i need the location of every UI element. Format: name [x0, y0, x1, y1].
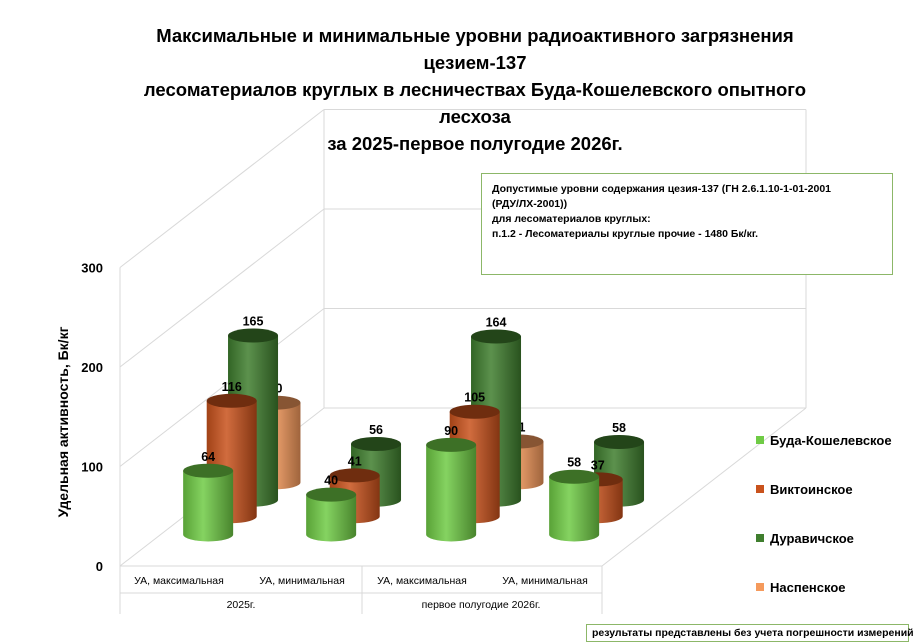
bar-top: [449, 404, 500, 419]
chart-title: Максимальные и минимальные уровни радиоа…: [130, 22, 820, 157]
legend-item: Виктоинское: [756, 481, 892, 497]
legend-swatch: [756, 485, 764, 493]
floor-right-edge: [601, 407, 807, 567]
data-label: 58: [612, 421, 626, 435]
legend-label: Наспенское: [770, 579, 846, 595]
data-label: 40: [324, 474, 338, 488]
data-label: 58: [567, 456, 581, 470]
y-tick-label: 100: [81, 459, 103, 474]
gridline-left: [119, 109, 325, 268]
bar: 90: [426, 424, 477, 542]
data-label: 41: [348, 454, 362, 468]
legend-label: Буда-Кошелевское: [770, 432, 892, 448]
title-line: цезием-137: [423, 52, 527, 73]
bar-top: [206, 393, 257, 408]
data-label: 90: [444, 424, 458, 438]
group-label: первое полугодие 2026г.: [422, 599, 541, 611]
x-tick-label: УА, максимальная: [377, 575, 467, 587]
y-tick-label: 0: [96, 559, 103, 574]
x-tick-label: УА, минимальная: [259, 575, 345, 587]
legend: Буда-Кошелевское Виктоинское Дуравичское…: [756, 432, 892, 628]
bar-top: [594, 434, 645, 449]
y-tick-label: 300: [81, 260, 103, 275]
data-label: 165: [243, 315, 264, 329]
legend-swatch: [756, 583, 764, 591]
legend-label: Дуравичское: [770, 530, 854, 546]
bar-top: [471, 329, 522, 344]
y-axis-title: Удельная активность, Бк/кг: [55, 326, 71, 518]
bar-body: [426, 444, 477, 542]
title-line: Максимальные и минимальные уровни радиоа…: [156, 25, 794, 46]
bar-top: [306, 487, 357, 502]
title-line: лесхоза: [439, 106, 511, 127]
gridline-left: [119, 208, 325, 368]
legend-item: Буда-Кошелевское: [756, 432, 892, 448]
x-tick-label: УА, минимальная: [502, 575, 588, 587]
legend-swatch: [756, 436, 764, 444]
y-tick-label: 200: [81, 360, 103, 375]
title-line: за 2025-первое полугодие 2026г.: [327, 133, 623, 154]
bars: 80411655616458116411053764409058: [183, 315, 645, 542]
legend-label: Виктоинское: [770, 481, 853, 497]
data-label: 56: [369, 423, 383, 437]
bar-top: [426, 437, 477, 452]
bar-top: [183, 463, 234, 478]
norm-line: для лесоматериалов круглых:: [492, 213, 651, 225]
legend-item: Наспенское: [756, 579, 892, 595]
bar: 64: [183, 450, 234, 542]
data-label: 164: [486, 316, 507, 330]
norm-info-box: Допустимые уровни содержания цезия-137 (…: [481, 173, 893, 275]
bar-body: [306, 494, 357, 542]
data-label: 105: [464, 391, 485, 405]
bar-body: [549, 476, 600, 542]
data-label: 64: [201, 450, 215, 464]
x-tick-label: УА, максимальная: [134, 575, 224, 587]
bar-top: [351, 436, 402, 451]
bar-top: [329, 468, 380, 483]
norm-line: Допустимые уровни содержания цезия-137 (…: [492, 183, 832, 195]
bar: 40: [306, 474, 357, 542]
category-axis: УА, максимальная УА, минимальная УА, макси…: [119, 566, 603, 614]
title-line: лесоматериалов круглых в лесничествах Бу…: [143, 79, 807, 100]
group-label: 2025г.: [227, 599, 256, 611]
bar-top: [228, 328, 279, 343]
legend-swatch: [756, 534, 764, 542]
legend-item: Дуравичское: [756, 530, 892, 546]
data-label: 116: [222, 380, 242, 394]
grid: 0 100 200 300: [81, 108, 807, 574]
gridline-left: [119, 308, 325, 467]
footnote: результаты представлены без учета погреш…: [586, 624, 913, 642]
data-label: 37: [591, 458, 605, 472]
bar-top: [549, 469, 600, 484]
bar: 58: [549, 456, 600, 542]
norm-line: п.1.2 - Лесоматериалы круглые прочие - 1…: [492, 228, 759, 240]
norm-line: (РДУ/ЛХ-2001)): [492, 198, 568, 210]
bar-body: [183, 470, 234, 542]
